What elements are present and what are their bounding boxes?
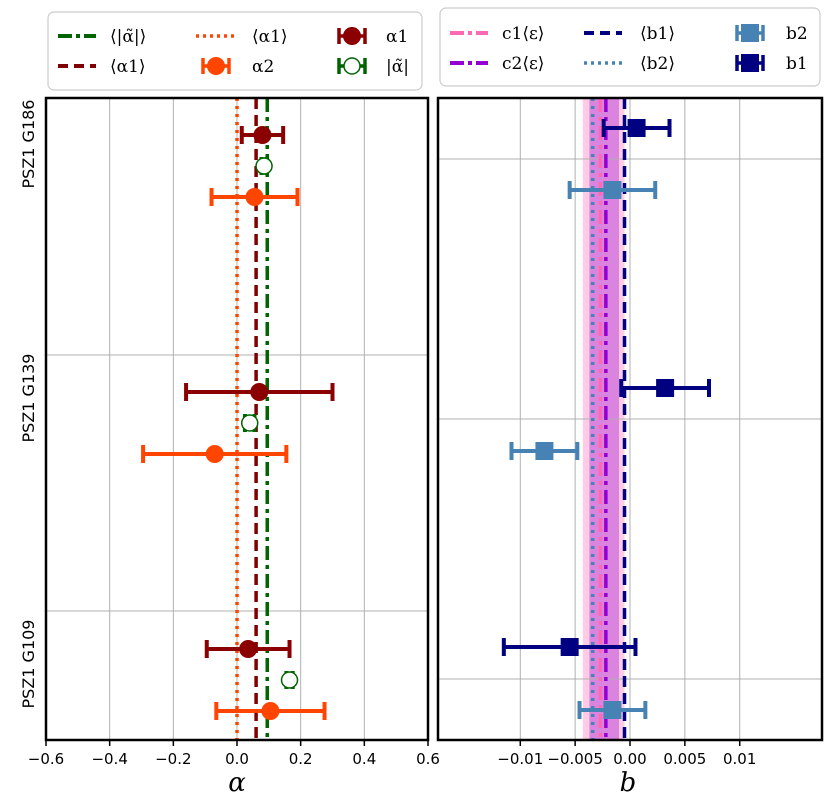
legend-label-mean-alpha1-dotted: ⟨α1⟩ (252, 27, 288, 47)
point-|α̃|-row0 (255, 157, 273, 175)
left-data-marks (141, 126, 335, 720)
marker-0-1 (535, 442, 554, 460)
row-label-g109: PSZ1 G109 (19, 620, 38, 709)
point-α2-row0 (209, 188, 300, 206)
legend-label-mean-b1: ⟨b1⟩ (640, 24, 675, 44)
point-α1-row2 (204, 640, 292, 658)
legend-label-mean-alpha1-dashed: ⟨α1⟩ (110, 57, 146, 77)
marker-1-1 (240, 414, 259, 432)
marker-2-0 (245, 188, 264, 206)
marker-0-2 (239, 640, 258, 658)
point-α1-row1 (184, 383, 335, 401)
legend-label-abs-alpha-tilde: |α̃| (386, 57, 409, 77)
right-panel: −0.01 −0.005 0.00 0.005 0.01 b (436, 96, 824, 798)
marker-0-0 (253, 126, 272, 144)
row-label-g139: PSZ1 G139 (19, 354, 38, 443)
point-b1-row1 (619, 379, 711, 397)
right-x-axis-label: b (620, 768, 637, 798)
legend-swatch-b2 (735, 24, 765, 42)
legend-left-frame (47, 11, 423, 91)
point-b2-row2 (577, 701, 648, 719)
right-reference-lines (590, 98, 627, 740)
marker-2-1 (205, 445, 224, 463)
point-|α̃|-row1 (240, 414, 259, 432)
marker-0-0 (603, 181, 622, 199)
tick-label-1: −0.005 (547, 750, 603, 768)
point-α2-row2 (214, 702, 327, 720)
legend-swatch-abs-alpha-tilde (337, 57, 367, 75)
right-data-marks (501, 119, 711, 719)
tick-label-5: 0.4 (352, 750, 376, 768)
right-x-ticks: −0.01 −0.005 0.00 0.005 0.01 (497, 740, 756, 768)
legend-swatch-alpha2 (201, 57, 231, 75)
marker-2-2 (261, 702, 280, 720)
marker-0-1 (250, 383, 269, 401)
point-|α̃|-row2 (280, 671, 299, 689)
marker-1-0 (627, 119, 646, 137)
legend-label-mean-abs-alpha-tilde: ⟨|α̃|⟩ (110, 27, 146, 47)
right-grid (438, 98, 822, 740)
legend-label-b1: b1 (786, 54, 808, 74)
legend-label-mean-b2: ⟨b2⟩ (640, 54, 675, 74)
left-x-ticks: −0.6 −0.4 −0.2 0.0 0.2 0.4 0.6 (28, 740, 440, 768)
tick-label-0: −0.6 (28, 750, 64, 768)
marker-0-2 (603, 701, 622, 719)
marker-1-0 (255, 157, 273, 175)
point-α2-row1 (141, 445, 289, 463)
legend-label-c2: c2⟨ε⟩ (502, 54, 544, 74)
row-label-g186: PSZ1 G186 (19, 100, 38, 189)
legend-swatch-alpha1 (337, 27, 367, 45)
legend-label-b2: b2 (786, 24, 808, 44)
marker-1-2 (280, 671, 299, 689)
tick-label-4: 0.2 (289, 750, 313, 768)
marker-1-1 (656, 379, 675, 397)
legend-label-alpha2: α2 (252, 57, 274, 77)
legend-label-c1: c1⟨ε⟩ (502, 24, 544, 44)
tick-label-2: 0.00 (613, 750, 646, 768)
tick-label-0: −0.01 (497, 750, 543, 768)
tick-label-3: 0.0 (225, 750, 249, 768)
legend-label-alpha1: α1 (386, 27, 408, 47)
legend-swatch-b1 (735, 54, 765, 72)
point-b1-row0 (601, 119, 672, 137)
legend-left: ⟨|α̃|⟩ ⟨α1⟩ ⟨α1⟩ α2 α1 |α̃| (47, 11, 423, 91)
tick-label-6: 0.6 (416, 750, 440, 768)
point-b2-row0 (567, 181, 658, 199)
tick-label-2: −0.2 (155, 750, 191, 768)
legend-right-frame (439, 7, 821, 87)
point-α1-row0 (239, 126, 286, 144)
marker-1-2 (560, 638, 579, 656)
left-x-axis-label: α (228, 768, 246, 798)
left-panel: −0.6 −0.4 −0.2 0.0 0.2 0.4 0.6 PSZ1 G186 PSZ1 … (19, 96, 440, 798)
point-b1-row2 (501, 638, 638, 656)
tick-label-3: 0.005 (663, 750, 706, 768)
tick-label-4: 0.01 (723, 750, 756, 768)
point-b2-row1 (509, 442, 580, 460)
legend-right: c1⟨ε⟩ c2⟨ε⟩ ⟨b1⟩ ⟨b2⟩ b2 b1 (439, 7, 821, 87)
tick-label-1: −0.4 (91, 750, 127, 768)
